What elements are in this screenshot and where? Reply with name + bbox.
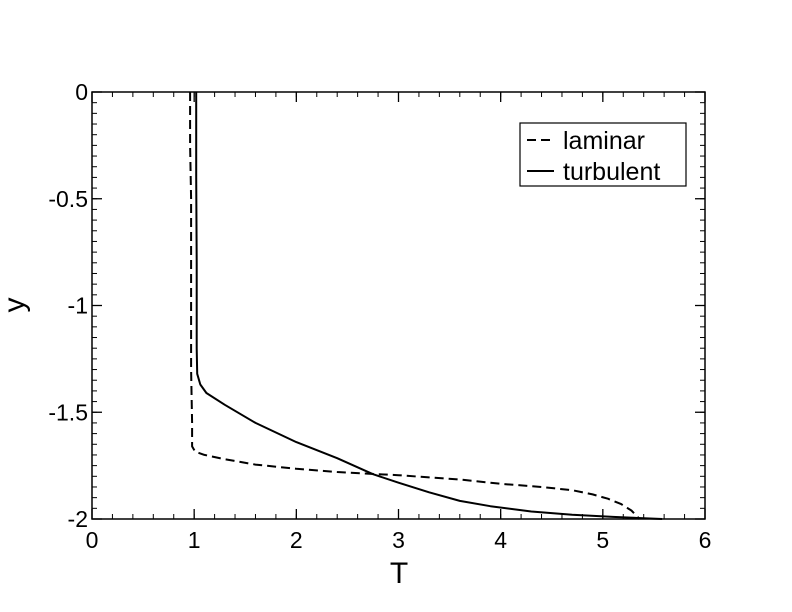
series-line-turbulent bbox=[195, 92, 663, 520]
series-layer bbox=[189, 92, 663, 520]
plot-frame bbox=[91, 91, 706, 520]
x-tick-label: 6 bbox=[699, 527, 712, 553]
legend-box bbox=[519, 122, 687, 187]
minor-ticks bbox=[91, 91, 706, 520]
x-tick-label: 3 bbox=[392, 527, 405, 553]
x-axis-title: T bbox=[390, 557, 408, 590]
x-tick-label: 5 bbox=[596, 527, 609, 553]
legend: laminar turbulent bbox=[519, 122, 687, 187]
x-tick-label: 2 bbox=[290, 527, 303, 553]
x-tick-labels: 0 1 2 3 4 5 6 bbox=[86, 527, 712, 553]
y-tick-label: -1 bbox=[68, 293, 88, 319]
y-tick-label: -1.5 bbox=[48, 399, 88, 425]
x-tick-label: 0 bbox=[86, 527, 99, 553]
y-tick-label: -0.5 bbox=[48, 186, 88, 212]
y-axis-title: y bbox=[0, 298, 31, 313]
x-tick-label: 1 bbox=[188, 527, 201, 553]
legend-label-laminar: laminar bbox=[563, 127, 645, 155]
y-tick-label: -2 bbox=[68, 506, 88, 532]
series-line-laminar bbox=[189, 92, 641, 520]
y-tick-label: 0 bbox=[75, 79, 88, 105]
x-tick-label: 4 bbox=[494, 527, 507, 553]
legend-label-turbulent: turbulent bbox=[563, 158, 660, 186]
y-tick-labels: 0 -0.5 -1 -1.5 -2 bbox=[48, 79, 88, 532]
